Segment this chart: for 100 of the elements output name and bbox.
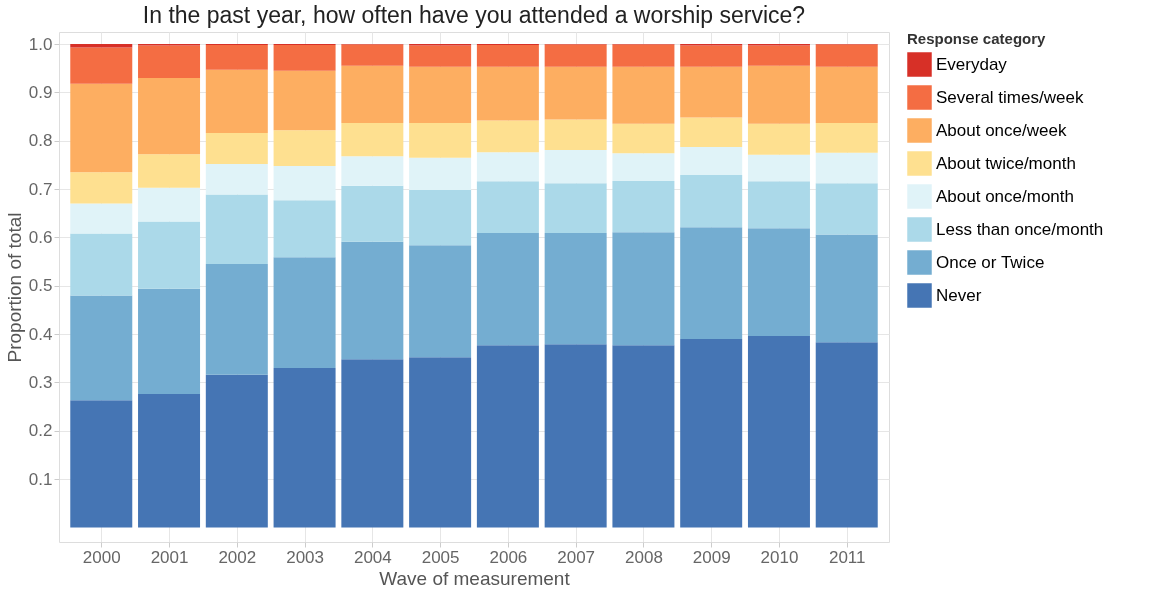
x-tick-label: 2000 (82, 547, 121, 567)
bar (612, 66, 675, 124)
bar (341, 359, 404, 528)
bar (138, 154, 201, 188)
bar (612, 44, 675, 67)
bar (70, 233, 133, 296)
bar (138, 288, 201, 395)
y-tick-label: 0.7 (28, 179, 53, 199)
legend-label: About twice/month (936, 153, 1076, 173)
bar (205, 45, 268, 70)
legend-label: Several times/week (936, 87, 1084, 107)
bar (205, 69, 268, 134)
bar (70, 295, 133, 401)
bar (476, 345, 539, 528)
x-tick-label: 2010 (760, 547, 799, 567)
legend-label: Everyday (936, 54, 1008, 74)
chart-title: In the past year, how often have you attended a worship service? (142, 2, 806, 28)
bar (680, 147, 743, 176)
bar (680, 117, 743, 148)
bar (138, 45, 201, 78)
bar (680, 175, 743, 228)
x-tick-label: 2007 (557, 547, 596, 567)
bar (273, 200, 336, 258)
bar (409, 357, 472, 528)
bar (273, 130, 336, 166)
bar (70, 83, 133, 173)
bar (476, 152, 539, 182)
bar (747, 123, 810, 155)
y-tick-label: 0.3 (28, 372, 53, 392)
bar (70, 203, 133, 234)
bar (273, 367, 336, 528)
bar (680, 338, 743, 528)
x-tick-label: 2004 (353, 547, 392, 567)
bar (815, 234, 878, 343)
bar (205, 133, 268, 164)
x-tick-label: 2002 (218, 547, 257, 567)
y-tick-label: 0.6 (28, 227, 53, 247)
bar (476, 181, 539, 234)
x-tick-label: 2001 (150, 547, 189, 567)
bar (70, 172, 133, 204)
bar (747, 336, 810, 528)
bar (341, 65, 404, 123)
y-tick-label: 0.1 (28, 469, 53, 489)
bar (205, 163, 268, 195)
legend-label: Less than once/month (936, 219, 1104, 239)
x-tick-label: 2011 (828, 547, 866, 567)
bar (544, 119, 607, 150)
bar (341, 241, 404, 360)
bar (680, 66, 743, 118)
legend-title: Response category (907, 30, 1047, 47)
bar (70, 400, 133, 528)
x-tick-label: 2005 (421, 547, 460, 567)
bar (409, 122, 472, 158)
bar (476, 120, 539, 153)
bar (409, 66, 472, 123)
bar (409, 190, 472, 246)
x-tick-label: 2008 (625, 547, 663, 567)
bar (205, 264, 268, 375)
bar (612, 123, 675, 154)
bar (273, 70, 336, 131)
x-tick-label: 2009 (692, 547, 731, 567)
legend-label: Once or Twice (936, 252, 1045, 272)
bar (205, 374, 268, 528)
bar (815, 152, 878, 184)
bar (138, 394, 201, 528)
bar (273, 257, 336, 368)
bar (747, 45, 810, 66)
bar (205, 194, 268, 265)
bar (341, 156, 404, 186)
bar (476, 66, 539, 121)
bar (70, 47, 133, 84)
bar (273, 45, 336, 71)
y-tick-label: 0.8 (28, 131, 53, 151)
bar (138, 187, 201, 222)
y-axis-title: Proportion of total (3, 212, 25, 363)
bar (544, 183, 607, 234)
bar (341, 44, 404, 66)
bar (138, 77, 201, 155)
bar (612, 153, 675, 181)
x-axis-title: Wave of measurement (379, 567, 571, 589)
bar (341, 122, 404, 157)
bar (341, 185, 404, 242)
bar (612, 232, 675, 346)
bar (409, 245, 472, 358)
bar (815, 183, 878, 235)
bar (680, 45, 743, 67)
y-tick-label: 1.0 (28, 34, 53, 54)
bar (544, 344, 607, 528)
bar (476, 233, 539, 346)
legend-label: About once/week (936, 120, 1067, 140)
y-tick-label: 0.2 (28, 421, 53, 441)
bar (544, 66, 607, 120)
bar (815, 122, 878, 153)
bar (409, 45, 472, 67)
bar (747, 228, 810, 337)
bar (747, 154, 810, 182)
bar (138, 221, 201, 289)
y-tick-label: 0.5 (28, 276, 53, 296)
bar (815, 66, 878, 123)
x-tick-label: 2003 (286, 547, 324, 567)
